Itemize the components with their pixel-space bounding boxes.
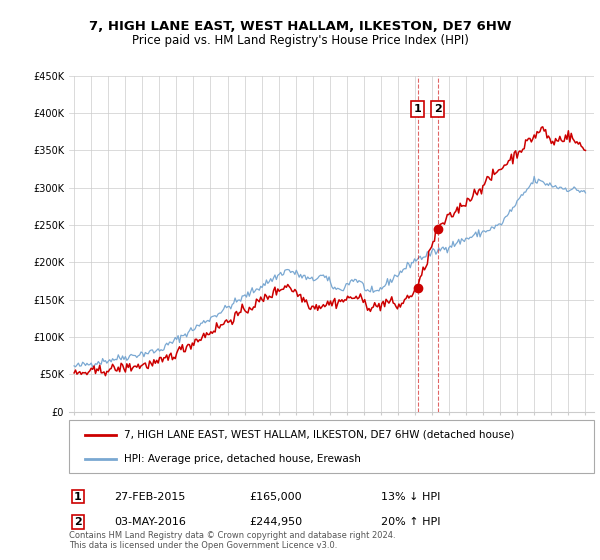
Text: 27-FEB-2015: 27-FEB-2015 <box>114 492 185 502</box>
Text: 1: 1 <box>74 492 82 502</box>
Text: 1: 1 <box>414 104 421 114</box>
Text: 7, HIGH LANE EAST, WEST HALLAM, ILKESTON, DE7 6HW (detached house): 7, HIGH LANE EAST, WEST HALLAM, ILKESTON… <box>124 430 515 440</box>
Text: HPI: Average price, detached house, Erewash: HPI: Average price, detached house, Erew… <box>124 454 361 464</box>
Text: £165,000: £165,000 <box>249 492 302 502</box>
Text: 2: 2 <box>434 104 442 114</box>
FancyBboxPatch shape <box>69 420 594 473</box>
Text: 03-MAY-2016: 03-MAY-2016 <box>114 517 186 527</box>
Text: 13% ↓ HPI: 13% ↓ HPI <box>381 492 440 502</box>
Text: 20% ↑ HPI: 20% ↑ HPI <box>381 517 440 527</box>
Text: Price paid vs. HM Land Registry's House Price Index (HPI): Price paid vs. HM Land Registry's House … <box>131 34 469 46</box>
Text: £244,950: £244,950 <box>249 517 302 527</box>
Text: 7, HIGH LANE EAST, WEST HALLAM, ILKESTON, DE7 6HW: 7, HIGH LANE EAST, WEST HALLAM, ILKESTON… <box>89 20 511 32</box>
Text: 2: 2 <box>74 517 82 527</box>
Text: Contains HM Land Registry data © Crown copyright and database right 2024.
This d: Contains HM Land Registry data © Crown c… <box>69 530 395 550</box>
